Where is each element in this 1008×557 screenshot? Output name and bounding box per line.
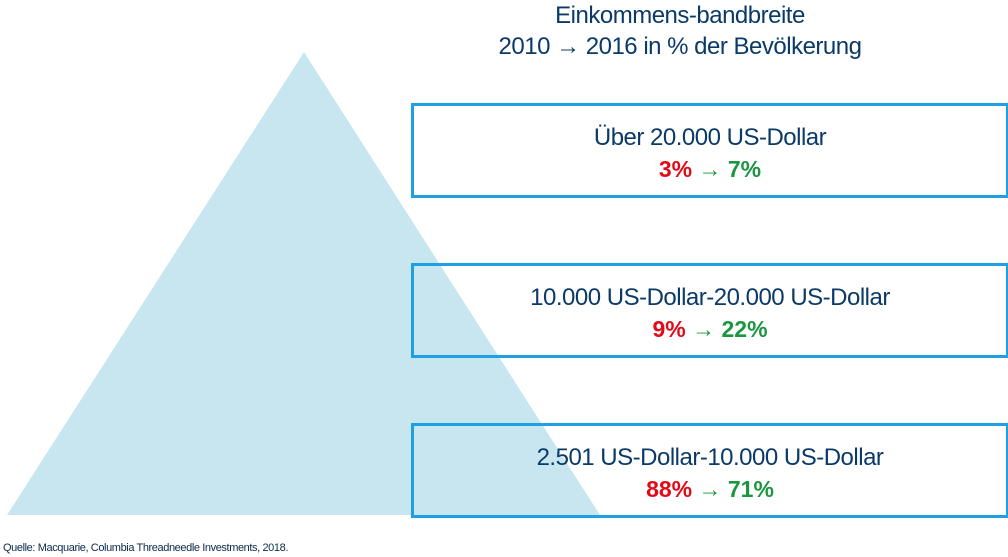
value-2016: 71% [727,476,774,502]
arrow-right-icon: → [698,156,722,182]
title-line-2: 2010 → 2016 in % der Bevölkerung [480,31,880,62]
title-year-end: 2016 in % der Bevölkerung [585,33,862,60]
tier-values: 88% → 71% [414,476,1006,503]
value-2016: 22% [721,316,768,342]
tier-box-high: Über 20.000 US-Dollar 3% → 7% [411,103,1008,198]
value-2010: 9% [652,316,686,342]
tier-values: 9% → 22% [414,316,1006,343]
arrow-right-icon: → [556,33,580,60]
value-2010: 3% [658,156,693,182]
arrow-right-icon: → [698,476,722,502]
chart-title: Einkommens-bandbreite 2010 → 2016 in % d… [480,0,880,62]
tier-label: 2.501 US-Dollar-10.000 US-Dollar [536,444,884,471]
value-2010: 88% [646,476,693,502]
value-2016: 7% [727,156,762,182]
arrow-right-icon: → [692,316,716,342]
title-line-1: Einkommens-bandbreite [555,2,805,29]
tier-box-low: 2.501 US-Dollar-10.000 US-Dollar 88% → 7… [411,423,1008,518]
tier-label: 10.000 US-Dollar-20.000 US-Dollar [530,284,890,311]
title-year-start: 2010 [498,33,551,60]
source-note: Quelle: Macquarie, Columbia Threadneedle… [3,542,288,554]
tier-values: 3% → 7% [414,156,1006,183]
tier-box-middle: 10.000 US-Dollar-20.000 US-Dollar 9% → 2… [411,263,1008,358]
tier-label: Über 20.000 US-Dollar [593,124,827,151]
